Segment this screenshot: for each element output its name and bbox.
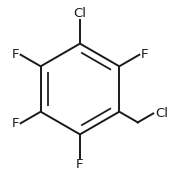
Text: F: F [141,48,149,61]
Text: Cl: Cl [74,7,86,20]
Text: F: F [11,48,19,61]
Text: F: F [76,158,84,171]
Text: Cl: Cl [155,107,168,120]
Text: F: F [11,117,19,130]
